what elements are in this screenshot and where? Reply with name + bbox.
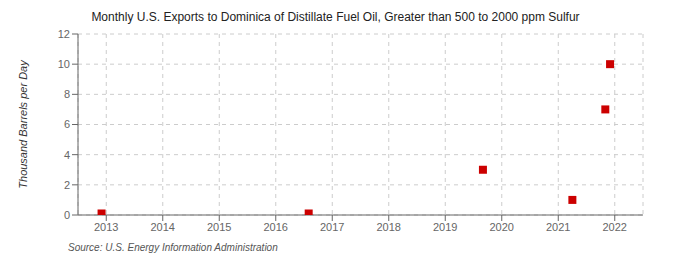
svg-text:2017: 2017 <box>320 221 344 233</box>
svg-text:2020: 2020 <box>490 221 514 233</box>
svg-text:2016: 2016 <box>264 221 288 233</box>
svg-text:2013: 2013 <box>94 221 118 233</box>
svg-text:2022: 2022 <box>603 221 627 233</box>
html-text:Source: U.S. Energy Informatio: Source: U.S. Energy Information Administ… <box>68 242 278 253</box>
svg-text:2014: 2014 <box>151 221 175 233</box>
svg-text:4: 4 <box>64 149 70 161</box>
svg-text:12: 12 <box>58 28 70 40</box>
svg-text:Thousand Barrels per Day: Thousand Barrels per Day <box>17 59 29 189</box>
svg-text:2019: 2019 <box>433 221 457 233</box>
svg-text:10: 10 <box>58 58 70 70</box>
svg-text:6: 6 <box>64 118 70 130</box>
svg-text:2021: 2021 <box>546 221 570 233</box>
html-text:Monthly U.S. Exports to Domini: Monthly U.S. Exports to Dominica of Dist… <box>91 10 580 24</box>
svg-text:0: 0 <box>64 209 70 221</box>
svg-text:2015: 2015 <box>207 221 231 233</box>
svg-text:2018: 2018 <box>377 221 401 233</box>
svg-text:2: 2 <box>64 179 70 191</box>
svg-text:8: 8 <box>64 88 70 100</box>
